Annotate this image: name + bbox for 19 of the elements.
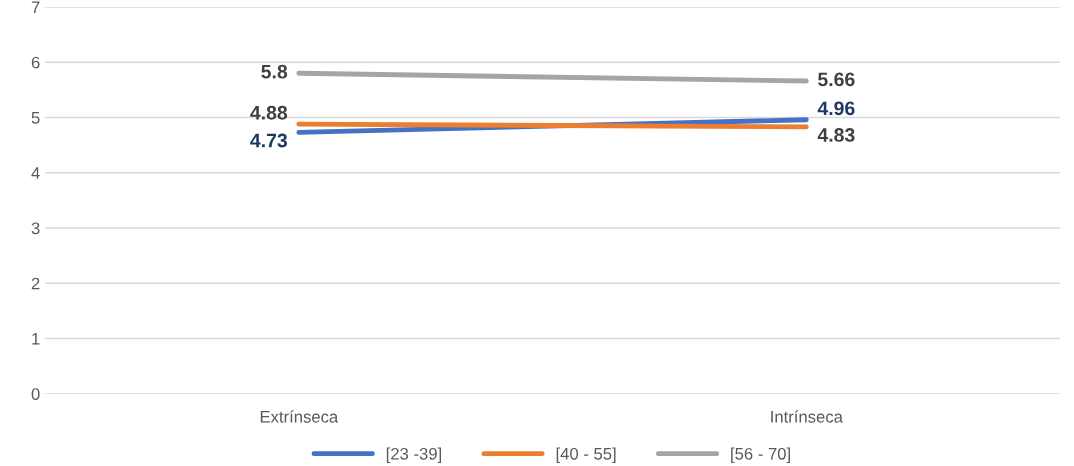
data-label: 4.83: [817, 128, 855, 142]
y-tick-label: 3: [31, 222, 40, 235]
y-tick-label: 5: [31, 112, 40, 124]
y-tick-label: 2: [31, 277, 40, 290]
legend-label: [23 -39]: [386, 447, 441, 463]
data-label: 4.73: [250, 133, 288, 148]
x-tick-label: Extrínseca: [260, 410, 339, 423]
data-label: 4.88: [250, 105, 288, 120]
y-tick-label: 1: [32, 333, 40, 345]
x-tick-label: Intrínseca: [771, 410, 843, 423]
data-label: 5.8: [261, 64, 288, 79]
y-tick-label: 4: [31, 167, 40, 179]
data-label: 4.96: [817, 101, 855, 116]
y-tick-label: 6: [31, 56, 40, 69]
legend-label: [40 - 55]: [556, 447, 616, 463]
legend-label: [56 - 70]: [731, 447, 790, 463]
y-tick-label: 0: [31, 388, 40, 400]
y-tick-label: 7: [31, 1, 40, 14]
data-label: 5.66: [818, 72, 855, 87]
